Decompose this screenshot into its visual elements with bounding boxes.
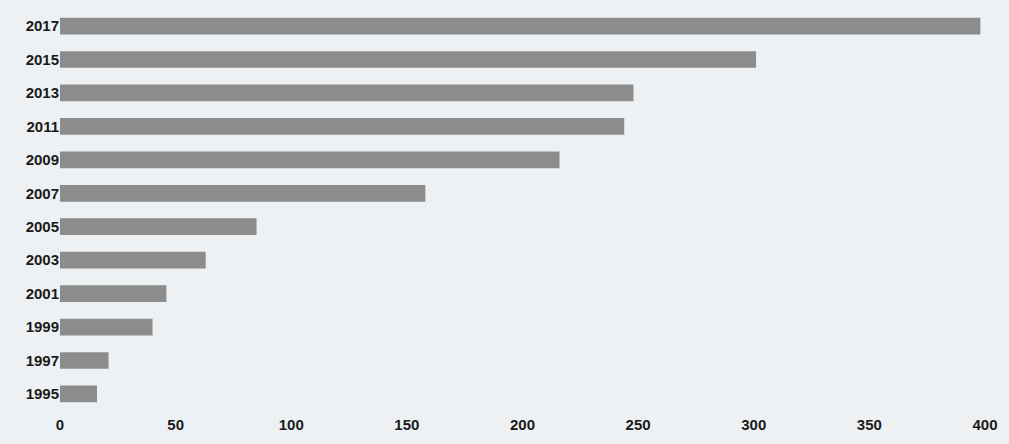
svg-text:300: 300 (741, 416, 766, 433)
svg-text:2013: 2013 (26, 84, 59, 101)
svg-text:100: 100 (279, 416, 304, 433)
svg-text:1997: 1997 (26, 352, 59, 369)
svg-text:2015: 2015 (26, 51, 59, 68)
svg-text:2005: 2005 (26, 218, 59, 235)
svg-text:150: 150 (394, 416, 419, 433)
svg-text:2001: 2001 (26, 285, 59, 302)
svg-text:2007: 2007 (26, 185, 59, 202)
svg-text:0: 0 (56, 416, 64, 433)
svg-text:200: 200 (510, 416, 535, 433)
svg-text:2009: 2009 (26, 151, 59, 168)
svg-text:2011: 2011 (26, 118, 59, 135)
svg-text:2003: 2003 (26, 251, 59, 268)
svg-text:2017: 2017 (26, 17, 59, 34)
svg-text:250: 250 (626, 416, 651, 433)
svg-text:1995: 1995 (26, 385, 59, 402)
svg-text:50: 50 (167, 416, 184, 433)
svg-text:400: 400 (972, 416, 997, 433)
svg-text:1999: 1999 (26, 318, 59, 335)
svg-text:350: 350 (857, 416, 882, 433)
